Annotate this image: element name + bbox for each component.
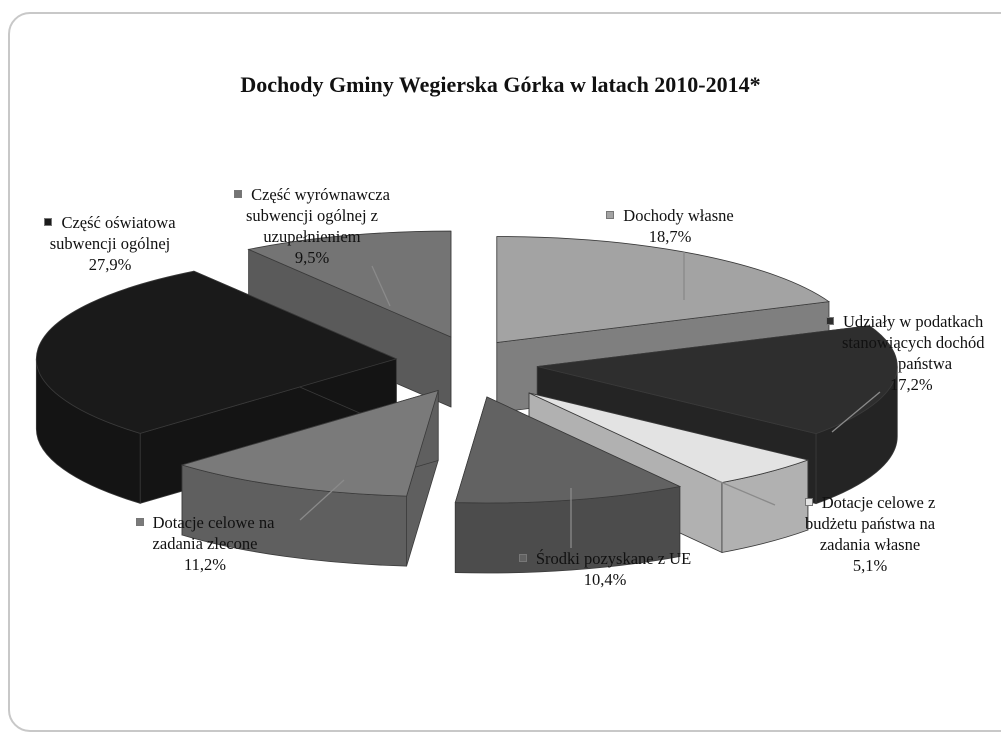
label-dotacje-zlecone-line1: Dotacje celowe na [152,513,275,532]
pie-slice-top-5 [35,270,398,434]
label-srodki-ue-value: 10,4% [583,570,627,589]
pie-slice-top-3 [454,396,682,504]
legend-marker-srodki-ue [518,554,527,562]
pie-slice-top-6 [247,230,452,338]
label-dotacje-zlecone-line2: zadania zlecone [152,534,258,553]
label-dotacje-wlasne-line3: zadania własne [819,535,921,554]
leader-line-4 [299,479,345,521]
label-udzialy-line2: stanowiących dochód [842,333,985,352]
label-dotacje-zlecone: Dotacje celowe na zadania zlecone 11,2% [100,512,310,575]
legend-marker-udzialy [826,317,834,325]
label-dotacje-wlasne-line2: budżetu państwa na [804,514,936,533]
label-dotacje-wlasne-line1: Dotacje celowe z [821,493,936,512]
label-oswiatowa: Część oświatowa subwencji ogólnej 27,9% [10,212,210,275]
pie-slice-top-0 [496,236,831,343]
pie-slice-top-4 [180,389,439,497]
legend-marker-dotacje-wlasne [804,498,813,506]
label-dochody-wlasne-value: 18,7% [648,227,692,246]
label-dotacje-wlasne: Dotacje celowe z budżetu państwa na zada… [765,492,975,576]
leader-line-1 [831,391,881,433]
leader-line-6 [371,265,391,307]
label-oswiatowa-line2: subwencji ogólnej [49,234,171,253]
label-udzialy-line3: państwa [898,354,953,373]
label-dochody-wlasne-line1: Dochody własne [623,206,734,225]
label-udzialy: Udziały w podatkach stanowiących dochód … [818,311,998,395]
label-udzialy-value: 17,2% [890,375,933,394]
label-oswiatowa-line1: Część oświatowa [61,213,176,232]
label-wyrownawcza-line3: uzupełnieniem [263,227,361,246]
leader-line-2 [715,479,776,506]
label-wyrownawcza: Część wyrównawcza subwencji ogólnej z uz… [212,184,412,268]
label-wyrownawcza-line1: Część wyrównawcza [251,185,390,204]
legend-marker-dochody-wlasne [606,211,615,219]
pie-slice-4 [180,389,439,567]
label-wyrownawcza-value: 9,5% [294,248,330,267]
label-udzialy-line1: Udziały w podatkach [843,312,984,331]
label-dotacje-zlecone-value: 11,2% [183,555,226,574]
legend-marker-oswiatowa [44,218,53,226]
label-srodki-ue: Środki pozyskane z UE 10,4% [495,548,715,590]
chart-title: Dochody Gminy Wegierska Górka w latach 2… [240,72,761,97]
label-dotacje-wlasne-value: 5,1% [852,556,888,575]
label-dochody-wlasne: Dochody własne 18,7% [570,205,770,247]
pie-slice-3 [454,396,682,574]
label-srodki-ue-line1: Środki pozyskane z UE [535,549,692,568]
legend-marker-dotacje-zlecone [135,518,144,526]
label-oswiatowa-value: 27,9% [88,255,132,274]
legend-marker-wyrownawcza [234,190,243,198]
label-wyrownawcza-line2: subwencji ogólnej z [246,206,378,225]
